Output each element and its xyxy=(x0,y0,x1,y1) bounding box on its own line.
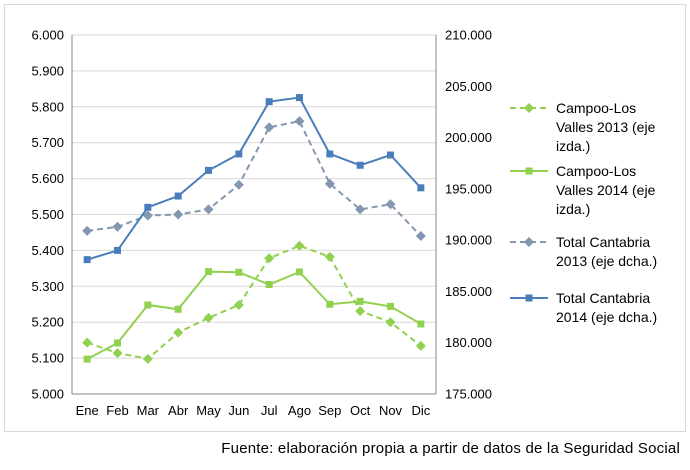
data-point xyxy=(296,268,303,276)
y-right-tick-label: 190.000 xyxy=(445,233,492,248)
data-point xyxy=(203,204,214,215)
y-right-tick-label: 185.000 xyxy=(445,284,492,299)
legend-label: 2013 (eje dcha.) xyxy=(556,253,657,269)
data-point xyxy=(355,306,366,317)
data-point xyxy=(235,150,243,158)
data-point xyxy=(385,317,396,328)
y-left-tick-label: 5.700 xyxy=(31,135,64,150)
source-note: Fuente: elaboración propia a partir de d… xyxy=(221,440,680,457)
data-point xyxy=(387,302,394,310)
data-point xyxy=(233,299,244,310)
legend-swatch-marker xyxy=(525,294,533,302)
x-tick-label: Ene xyxy=(76,403,99,418)
data-point xyxy=(387,151,394,159)
x-tick-label: Oct xyxy=(350,403,371,418)
data-point xyxy=(326,300,334,308)
data-point xyxy=(82,337,93,348)
data-point xyxy=(203,312,214,323)
y-right-tick-label: 195.000 xyxy=(445,181,492,196)
data-point xyxy=(205,166,212,174)
data-point xyxy=(356,297,364,305)
legend-label: Total Cantabria xyxy=(556,290,650,306)
legend-label: Campoo-Los xyxy=(556,100,636,116)
data-point xyxy=(112,348,123,359)
data-point xyxy=(415,340,426,351)
y-left-tick-label: 6.000 xyxy=(31,28,64,43)
series-line-1 xyxy=(86,270,422,361)
x-tick-label: Abr xyxy=(168,403,189,418)
y-left-tick-label: 5.800 xyxy=(31,99,64,114)
x-tick-label: Sep xyxy=(318,403,341,418)
data-point xyxy=(417,320,425,328)
legend-label: 2014 (eje dcha.) xyxy=(556,309,657,325)
y-left-tick-label: 5.000 xyxy=(31,387,64,402)
x-tick-label: Jul xyxy=(261,403,278,418)
data-point xyxy=(144,301,152,309)
data-point xyxy=(415,231,426,242)
y-left-tick-label: 5.100 xyxy=(31,351,64,366)
data-point xyxy=(294,116,305,127)
chart-frame xyxy=(4,4,686,432)
data-point xyxy=(144,203,152,211)
y-right-tick-label: 210.000 xyxy=(445,28,492,43)
data-point xyxy=(82,225,93,236)
y-right-tick-label: 205.000 xyxy=(445,79,492,94)
legend-label: Valles 2013 (eje xyxy=(556,119,656,135)
data-point xyxy=(356,161,364,169)
y-left-tick-label: 5.500 xyxy=(31,207,64,222)
data-point xyxy=(114,339,121,347)
data-point xyxy=(265,281,273,289)
data-point xyxy=(235,268,243,276)
legend-swatch-marker xyxy=(524,237,534,247)
legend-label: izda.) xyxy=(556,201,590,217)
legend-label: Campoo-Los xyxy=(556,163,636,179)
legend-label: Total Cantabria xyxy=(556,234,650,250)
data-point xyxy=(142,353,153,364)
y-left-tick-label: 5.300 xyxy=(31,279,64,294)
legend-label: Valles 2014 (eje xyxy=(556,182,656,198)
data-point xyxy=(173,209,184,220)
y-left-tick-label: 5.200 xyxy=(31,315,64,330)
data-point xyxy=(112,221,123,232)
data-point xyxy=(233,179,244,190)
data-point xyxy=(205,268,212,276)
x-tick-label: Ago xyxy=(288,403,311,418)
x-tick-label: Feb xyxy=(106,403,128,418)
y-right-tick-label: 175.000 xyxy=(445,387,492,402)
data-point xyxy=(83,256,91,264)
data-point xyxy=(264,253,275,264)
data-point xyxy=(324,178,335,189)
series-line-2 xyxy=(87,120,422,237)
chart: 5.000 5.100 5.200 5.300 5.400 5.500 5.600 5.700… xyxy=(31,28,657,419)
x-tick-label: Nov xyxy=(379,403,403,418)
x-tick-label: Jun xyxy=(228,403,249,418)
y-left-tick-label: 5.400 xyxy=(31,243,64,258)
data-point xyxy=(174,192,182,200)
data-point xyxy=(355,204,366,215)
data-point xyxy=(265,98,273,106)
data-point xyxy=(114,246,121,254)
data-point xyxy=(83,355,91,363)
data-point xyxy=(324,251,335,262)
data-point xyxy=(173,327,184,338)
data-point xyxy=(326,150,334,158)
data-point xyxy=(174,305,182,313)
x-tick-label: Mar xyxy=(137,403,160,418)
x-tick-label: May xyxy=(196,403,221,418)
x-tick-label: Dic xyxy=(411,403,430,418)
data-point xyxy=(296,94,303,102)
y-left-tick-label: 5.600 xyxy=(31,171,64,186)
legend-swatch-marker xyxy=(524,103,534,113)
data-point xyxy=(385,199,396,210)
data-point xyxy=(142,210,153,221)
y-left-tick-label: 5.900 xyxy=(31,63,64,78)
legend-label: izda.) xyxy=(556,138,590,154)
series-line-3 xyxy=(86,96,422,261)
data-point xyxy=(294,240,305,251)
data-point xyxy=(264,122,275,133)
y-right-tick-label: 180.000 xyxy=(445,335,492,350)
legend-swatch-marker xyxy=(525,167,533,175)
y-right-tick-label: 200.000 xyxy=(445,130,492,145)
data-point xyxy=(417,184,425,192)
